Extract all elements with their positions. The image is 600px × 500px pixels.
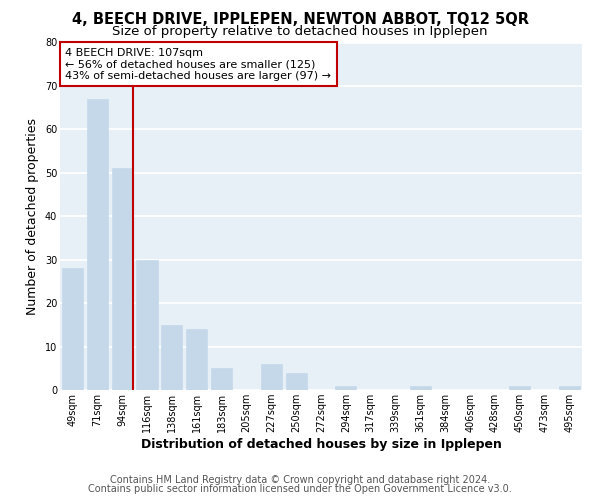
Bar (335, 386, 356, 390)
Text: Contains public sector information licensed under the Open Government Licence v3: Contains public sector information licen… (88, 484, 512, 494)
Bar (286, 372, 307, 390)
Text: 4, BEECH DRIVE, IPPLEPEN, NEWTON ABBOT, TQ12 5QR: 4, BEECH DRIVE, IPPLEPEN, NEWTON ABBOT, … (71, 12, 529, 28)
X-axis label: Distribution of detached houses by size in Ipplepen: Distribution of detached houses by size … (140, 438, 502, 451)
Bar (559, 386, 580, 390)
Bar (261, 364, 282, 390)
Bar (62, 268, 83, 390)
Bar (161, 325, 182, 390)
Text: Contains HM Land Registry data © Crown copyright and database right 2024.: Contains HM Land Registry data © Crown c… (110, 475, 490, 485)
Bar (509, 386, 530, 390)
Bar (410, 386, 431, 390)
Bar (211, 368, 232, 390)
Bar (112, 168, 133, 390)
Text: Size of property relative to detached houses in Ipplepen: Size of property relative to detached ho… (112, 25, 488, 38)
Bar (186, 329, 207, 390)
Y-axis label: Number of detached properties: Number of detached properties (26, 118, 39, 315)
Text: 4 BEECH DRIVE: 107sqm
← 56% of detached houses are smaller (125)
43% of semi-det: 4 BEECH DRIVE: 107sqm ← 56% of detached … (65, 48, 331, 81)
Bar (87, 99, 108, 390)
Bar (136, 260, 158, 390)
